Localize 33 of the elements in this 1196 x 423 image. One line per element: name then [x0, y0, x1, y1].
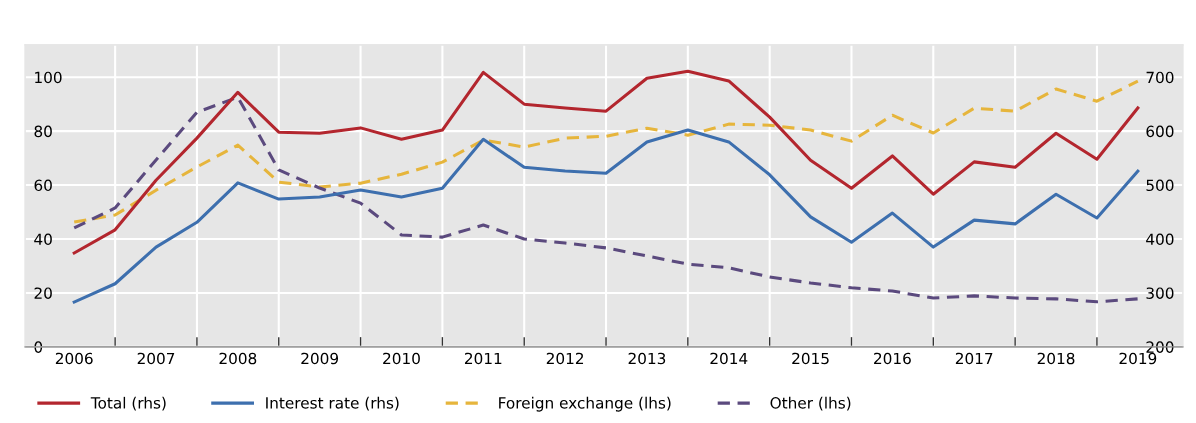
y2-tick-label: 700 [1146, 71, 1174, 84]
x-tick-label: 2008 [219, 352, 257, 365]
x-tick-label: 2018 [1037, 352, 1075, 365]
line-series [72, 79, 1140, 224]
x-tick-label: 2011 [464, 352, 502, 365]
y2-tick-label: 500 [1146, 179, 1174, 192]
y-tick-label: 0 [34, 341, 43, 353]
y2-tick-label: 300 [1146, 287, 1174, 299]
x-tick-label: 2014 [710, 352, 748, 365]
y2-tick-label: 400 [1146, 233, 1174, 246]
y-tick-label: 80 [34, 125, 52, 138]
y-tick-label: 40 [34, 233, 52, 246]
x-tick-label: 2009 [301, 352, 339, 365]
legend-label: Other (lhs) [770, 396, 851, 411]
x-tick-label: 2016 [874, 352, 911, 365]
y-tick-label: 20 [34, 287, 52, 299]
x-tick-label: 2019 [1119, 352, 1157, 365]
line-series [72, 69, 1140, 255]
x-tick-label: 2012 [546, 352, 584, 365]
legend-label: Total (rhs) [90, 396, 166, 411]
x-tick-label: 2017 [955, 352, 993, 365]
y2-tick-label: 600 [1146, 125, 1174, 138]
legend-label: Foreign exchange (lhs) [499, 396, 671, 412]
y2-tick-label: 200 [1146, 341, 1174, 353]
y-tick-label: 100 [35, 71, 62, 84]
x-tick-label: 2007 [137, 352, 175, 365]
y-tick-label: 60 [34, 179, 52, 192]
x-tick-label: 2013 [628, 352, 666, 365]
line-series [72, 128, 1140, 304]
x-tick-label: 2010 [383, 352, 420, 365]
x-tick-label: 2015 [792, 352, 829, 365]
x-tick-label: 2006 [55, 352, 93, 365]
legend-label: Interest rate (rhs) [266, 396, 399, 411]
